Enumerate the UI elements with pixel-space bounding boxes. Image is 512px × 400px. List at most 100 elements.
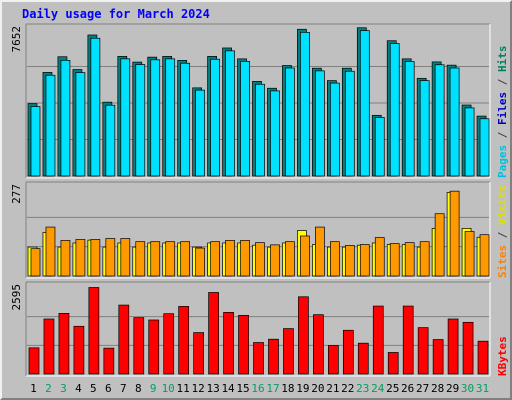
- bar-kbytes-day-6: [103, 347, 115, 375]
- x-tick-label-day-21: 21: [326, 382, 339, 395]
- bar-files-day-5: [90, 37, 101, 177]
- x-tick-label-day-7: 7: [120, 382, 127, 395]
- legend-entry: Hits: [496, 46, 509, 73]
- bar-kbytes-day-14: [223, 312, 234, 375]
- bar-kbytes-day-4: [73, 325, 85, 375]
- legend-entry: /: [496, 72, 509, 92]
- x-tick-label-day-26: 26: [401, 382, 414, 395]
- x-tick-label-day-5: 5: [90, 382, 97, 395]
- bar-kbytes-day-31: [477, 340, 489, 375]
- y-axis-max-label: 277: [10, 184, 23, 204]
- bar-files-day-14: [225, 50, 235, 177]
- legend-entry: Sites: [496, 245, 509, 278]
- bar-files-day-27: [419, 80, 430, 177]
- legend-entry: /: [496, 225, 509, 245]
- x-tick-label-day-28: 28: [431, 382, 444, 395]
- x-tick-label-day-14: 14: [221, 382, 235, 395]
- legend: Sites / Visits: [496, 185, 509, 278]
- bar-sites-day-16: [255, 242, 265, 277]
- legend-entry: KBytes: [496, 336, 509, 376]
- bar-files-day-18: [285, 67, 295, 177]
- bar-kbytes-day-11: [178, 306, 190, 375]
- bar-sites-day-9: [150, 241, 161, 277]
- bar-files-day-7: [120, 58, 131, 177]
- bar-sites-day-4: [75, 239, 86, 277]
- bar-files-day-1: [30, 106, 41, 177]
- bar-sites-day-20: [315, 226, 325, 277]
- bar-kbytes-day-22: [342, 329, 354, 375]
- bar-sites-day-10: [165, 241, 176, 277]
- x-tick-label-day-6: 6: [105, 382, 112, 395]
- bar-files-day-24: [374, 117, 385, 177]
- x-tick-label-day-16: 16: [251, 382, 264, 395]
- bar-sites-day-18: [285, 241, 295, 277]
- x-tick-label-day-31: 31: [476, 382, 489, 395]
- bar-sites-day-24: [374, 237, 385, 277]
- bar-files-day-10: [165, 58, 176, 177]
- bar-kbytes-day-30: [462, 321, 474, 375]
- legend-entry: Files: [496, 92, 509, 125]
- legend-entry: Pages: [496, 145, 509, 178]
- bar-kbytes-day-7: [118, 304, 130, 375]
- x-tick-label-day-3: 3: [60, 382, 67, 395]
- bar-sites-day-26: [404, 242, 415, 277]
- x-tick-label-day-9: 9: [150, 382, 157, 395]
- bar-sites-day-13: [210, 241, 220, 277]
- bar-kbytes-day-25: [387, 352, 399, 375]
- bar-sites-day-2: [45, 226, 56, 277]
- bar-sites-day-11: [180, 241, 191, 277]
- x-tick-label-day-12: 12: [192, 382, 205, 395]
- bar-sites-day-28: [434, 213, 445, 277]
- bar-files-day-25: [389, 43, 400, 177]
- bar-kbytes-day-2: [43, 318, 55, 375]
- x-tick-label-day-20: 20: [311, 382, 324, 395]
- bar-kbytes-day-16: [253, 342, 264, 375]
- x-tick-label-day-27: 27: [416, 382, 429, 395]
- x-tick-label-day-30: 30: [461, 382, 474, 395]
- bar-files-day-30: [464, 107, 475, 177]
- bar-kbytes-day-10: [163, 313, 175, 375]
- legend: KBytes: [496, 336, 509, 376]
- bar-kbytes-day-26: [402, 305, 414, 375]
- bar-kbytes-day-24: [372, 305, 384, 375]
- bar-sites-day-21: [330, 241, 340, 277]
- bar-files-day-17: [270, 90, 280, 177]
- bar-kbytes-day-12: [193, 332, 204, 375]
- bar-sites-day-14: [225, 240, 235, 277]
- bar-files-day-20: [315, 70, 325, 177]
- bar-kbytes-day-3: [58, 313, 70, 375]
- bar-files-day-23: [359, 30, 370, 177]
- bar-files-day-31: [479, 118, 490, 177]
- x-tick-label-day-4: 4: [75, 382, 82, 395]
- bar-sites-day-5: [90, 239, 101, 277]
- bar-kbytes-day-15: [238, 314, 249, 375]
- bar-files-day-8: [135, 64, 146, 177]
- bar-sites-day-15: [240, 240, 250, 277]
- x-tick-label-day-25: 25: [386, 382, 399, 395]
- x-tick-label-day-2: 2: [45, 382, 52, 395]
- x-tick-label-day-8: 8: [135, 382, 142, 395]
- bar-kbytes-day-5: [88, 287, 100, 375]
- bar-sites-day-25: [389, 243, 400, 277]
- bar-files-day-2: [45, 74, 56, 177]
- bar-sites-day-3: [60, 240, 71, 277]
- x-tick-label-day-10: 10: [162, 382, 175, 395]
- bar-sites-day-17: [270, 244, 280, 277]
- bar-kbytes-day-29: [447, 318, 459, 375]
- bar-files-day-3: [60, 60, 71, 177]
- bar-files-day-11: [180, 62, 191, 177]
- bar-kbytes-day-19: [298, 296, 309, 375]
- bar-kbytes-day-1: [28, 347, 40, 375]
- bar-files-day-16: [255, 83, 265, 177]
- bar-files-day-29: [449, 67, 460, 177]
- bar-files-day-13: [210, 58, 220, 177]
- y-axis-max-label: 2595: [10, 284, 23, 311]
- bar-files-day-22: [344, 70, 355, 177]
- bar-files-day-21: [330, 82, 340, 177]
- bar-sites-day-12: [195, 247, 205, 277]
- bar-sites-day-7: [120, 238, 131, 277]
- legend: Pages / Files / Hits: [496, 46, 509, 179]
- bar-kbytes-day-20: [313, 314, 324, 375]
